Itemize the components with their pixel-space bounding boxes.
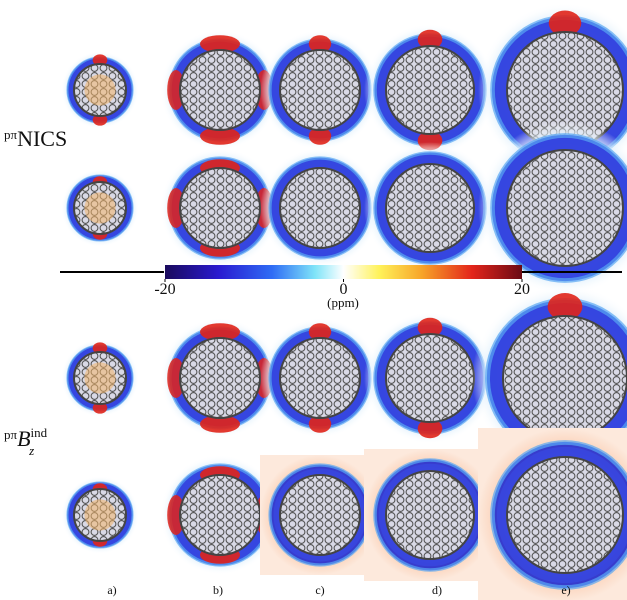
- row-label-prefix: pπ: [4, 127, 18, 142]
- cage: [179, 167, 261, 249]
- column-label: b): [213, 583, 223, 597]
- blue-ring: [491, 441, 627, 589]
- row-label-prefix: pπ: [4, 427, 18, 442]
- row-label-text: NICS: [17, 126, 67, 151]
- red-lobe: [200, 127, 240, 145]
- red-lobe: [92, 402, 108, 414]
- colorbar: [165, 265, 522, 279]
- red-lobe: [92, 342, 108, 354]
- panel: [61, 476, 139, 554]
- red-lobe: [92, 54, 108, 66]
- cage: [279, 474, 361, 556]
- blue-ring-inner: [490, 440, 627, 590]
- cage: [279, 49, 361, 131]
- row-label-sub: z: [28, 443, 34, 458]
- row-label-sup: ind: [31, 425, 48, 440]
- blue-ring-inner: [490, 133, 627, 283]
- panel: [364, 449, 496, 581]
- cage-core: [84, 362, 116, 394]
- panel: [260, 318, 380, 438]
- cage: [385, 333, 475, 423]
- blue-ring-inner: [66, 174, 134, 242]
- cage-core: [84, 74, 116, 106]
- colorbar-tick-label: -20: [154, 281, 175, 298]
- cage: [502, 315, 627, 441]
- column-label: e): [561, 583, 570, 597]
- row-label: pπNICS: [4, 126, 67, 151]
- row-label-symbol: B: [17, 426, 30, 451]
- cage: [506, 456, 624, 574]
- cage: [385, 45, 475, 135]
- colorbar-label: (ppm): [327, 295, 359, 310]
- row-label: pπBind z: [4, 425, 48, 458]
- red-lobe: [308, 35, 332, 53]
- cage: [279, 167, 361, 249]
- panel: [61, 51, 139, 129]
- red-lobe: [92, 114, 108, 126]
- column-label: c): [315, 583, 324, 597]
- panel: [61, 169, 139, 247]
- panel: [364, 24, 496, 156]
- panel: [160, 318, 280, 438]
- panel: [260, 30, 380, 150]
- colorbar-tick-label: 0: [340, 281, 348, 298]
- red-lobe: [308, 323, 332, 341]
- red-lobe: [308, 415, 332, 433]
- blue-ring-inner: [66, 481, 134, 549]
- cage: [506, 149, 624, 267]
- red-lobe: [308, 127, 332, 145]
- cage: [179, 474, 261, 556]
- cage: [279, 337, 361, 419]
- panels: [61, 3, 627, 600]
- red-lobe: [417, 317, 443, 338]
- red-lobe: [417, 418, 443, 439]
- cage: [179, 49, 261, 131]
- cage-core: [84, 499, 116, 531]
- red-lobe: [417, 29, 443, 50]
- red-lobe: [200, 415, 240, 433]
- panel: [61, 339, 139, 417]
- panel: [260, 148, 380, 268]
- cage: [385, 470, 475, 560]
- panel: [478, 121, 627, 295]
- panel: [260, 455, 380, 575]
- panel: [478, 428, 627, 600]
- red-lobe: [548, 10, 582, 37]
- column-label: a): [107, 583, 116, 597]
- panel: [364, 142, 496, 274]
- red-lobe: [200, 35, 240, 53]
- cage-core: [84, 192, 116, 224]
- red-lobe: [200, 323, 240, 341]
- colorbar-tick-label: 20: [514, 281, 530, 298]
- cage: [385, 163, 475, 253]
- cage: [179, 337, 261, 419]
- column-label: d): [432, 583, 442, 597]
- red-lobe: [547, 293, 583, 321]
